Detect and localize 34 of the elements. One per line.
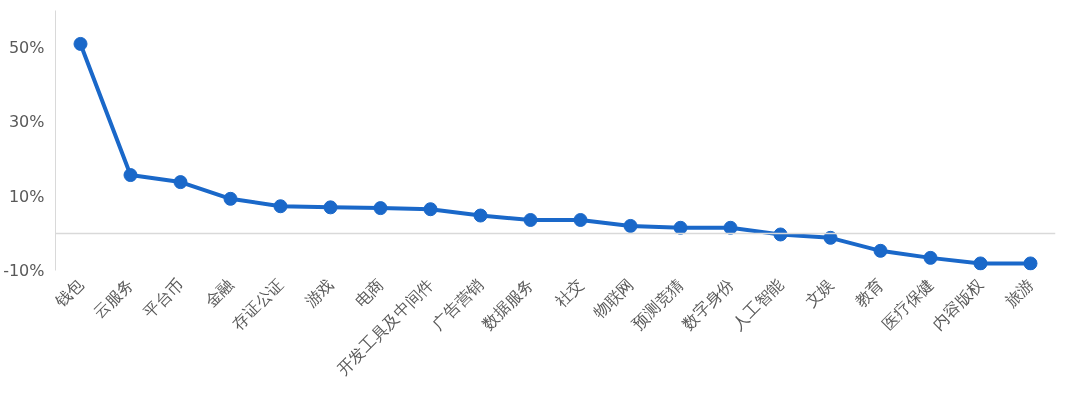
point [923,250,938,265]
x-tick-label: 文娱 [801,274,838,311]
x-tick-label: 游戏 [301,274,338,311]
x-tick-label: 社交 [551,274,588,311]
point [423,202,438,217]
point [873,243,888,258]
point [823,230,838,245]
x-tick-label: 教育 [851,274,888,311]
point [573,213,588,227]
x-tick-label: 平台币 [139,274,188,323]
point [523,213,538,227]
point [623,218,638,233]
x-tick-label: 旅游 [1001,274,1038,311]
x-tick-label: 金融 [201,274,238,311]
point [473,208,488,223]
x-tick-label: 云服务 [89,274,138,323]
point [723,220,738,235]
point [373,201,388,216]
x-tick-label: 电商 [351,274,388,311]
point [273,199,288,214]
y-tick-label: -10% [3,261,45,280]
y-tick-label: 10% [8,186,45,206]
point [73,36,88,51]
point [973,256,988,271]
point [323,200,338,215]
point [773,227,788,242]
point [1023,256,1038,271]
point [173,175,188,190]
x-tick-label: 钱包 [50,274,88,312]
point [223,191,238,206]
point [673,220,688,235]
y-tick-label: 30% [8,112,45,132]
y-tick-label: 50% [8,38,45,58]
point [123,168,138,183]
